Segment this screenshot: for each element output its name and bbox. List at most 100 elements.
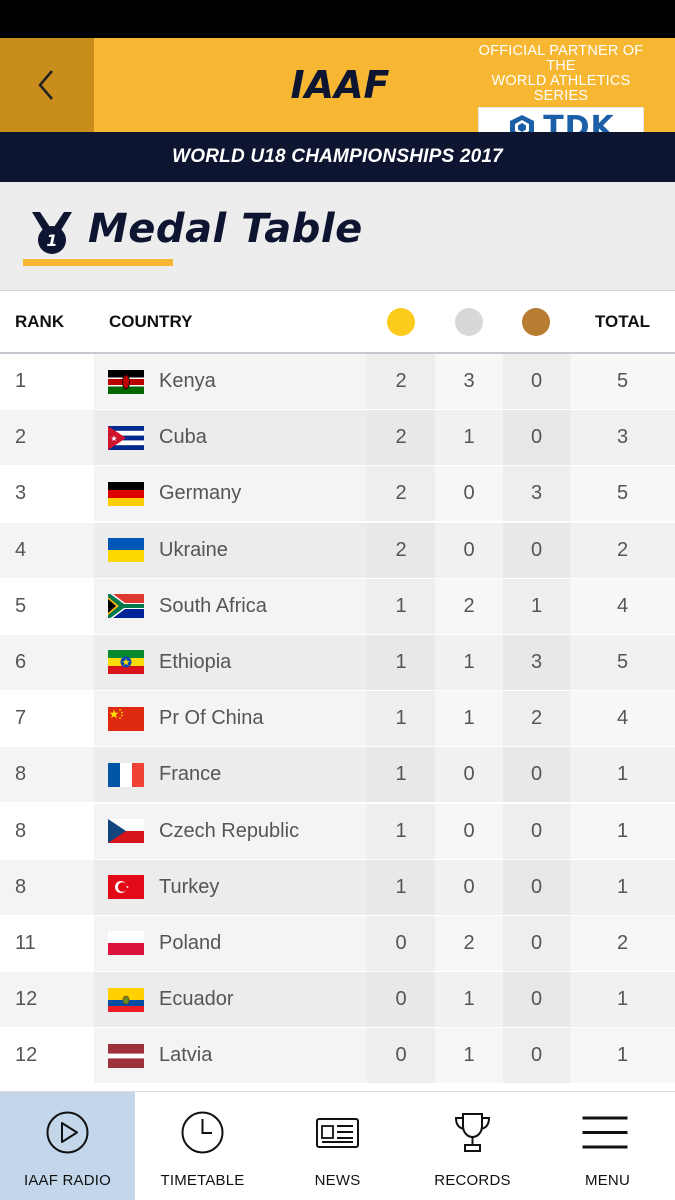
table-row[interactable]: 12 Latvia 0 1 0 1 [0, 1028, 675, 1084]
country-cell: Poland [94, 915, 367, 971]
table-row[interactable]: 8 Czech Republic 1 0 0 1 [0, 803, 675, 860]
nav-menu[interactable]: MENU [540, 1092, 675, 1200]
header-total: TOTAL [594, 312, 651, 331]
nav-label: IAAF RADIO [23, 1172, 111, 1189]
bronze-count: 0 [503, 915, 570, 971]
gold-count: 2 [367, 466, 435, 522]
table-row[interactable]: 5 South Africa 1 2 1 4 [0, 578, 675, 635]
rank-cell: 7 [0, 691, 94, 747]
partner-line-2: WORLD ATHLETICS SERIES [491, 73, 631, 104]
country-name: South Africa [159, 594, 267, 617]
silver-count: 1 [435, 1028, 503, 1084]
silver-medal-icon [455, 308, 483, 336]
nav-label: RECORDS [434, 1172, 511, 1189]
total-count: 2 [570, 915, 675, 971]
chevron-left-icon [38, 70, 53, 100]
country-name: Pr Of China [159, 707, 264, 730]
country-cell: Latvia [94, 1028, 367, 1084]
header-country: COUNTRY [109, 312, 193, 331]
country-cell: South Africa [94, 578, 367, 634]
svg-text:IAAF: IAAF [291, 63, 390, 107]
country-name: Czech Republic [159, 819, 300, 842]
rank-cell: 5 [0, 578, 94, 634]
china-flag [108, 706, 144, 731]
country-name: Ecuador [159, 988, 234, 1011]
rank-cell: 8 [0, 803, 94, 859]
silver-count: 0 [435, 522, 503, 578]
gold-count: 0 [367, 1028, 435, 1084]
country-cell: Cuba [94, 410, 367, 466]
gold-count: 1 [367, 803, 435, 859]
bronze-count: 2 [503, 691, 570, 747]
table-row[interactable]: 4 Ukraine 2 0 0 2 [0, 522, 675, 579]
country-name: France [159, 763, 222, 786]
total-count: 5 [570, 466, 675, 522]
latvia-flag [108, 1043, 144, 1068]
trophy-icon [454, 1113, 491, 1152]
country-name: Cuba [159, 426, 207, 449]
silver-count: 1 [435, 972, 503, 1028]
table-row[interactable]: 6 Ethiopia 1 1 3 5 [0, 634, 675, 691]
rank-cell: 11 [0, 915, 94, 971]
ukraine-flag [108, 538, 144, 563]
germany-flag [108, 481, 144, 506]
total-count: 1 [570, 859, 675, 915]
france-flag [108, 762, 144, 787]
country-name: Kenya [159, 370, 216, 392]
bronze-count: 0 [503, 803, 570, 859]
south-africa-flag [108, 594, 144, 619]
rank-cell: 12 [0, 972, 94, 1028]
nav-records[interactable]: RECORDS [405, 1092, 540, 1200]
gold-count: 0 [367, 915, 435, 971]
iaaf-logo: IAAF [291, 63, 390, 107]
bronze-count: 0 [503, 747, 570, 803]
kenya-flag [108, 369, 144, 394]
table-row[interactable]: 8 Turkey 1 0 0 1 [0, 859, 675, 916]
table-row[interactable]: 12 Ecuador 0 1 0 1 [0, 972, 675, 1028]
svg-text:1: 1 [46, 231, 57, 250]
total-count: 2 [570, 522, 675, 578]
back-button[interactable] [0, 38, 94, 132]
clock-icon [181, 1111, 224, 1154]
rank-cell: 6 [0, 634, 94, 690]
country-name: Poland [159, 931, 222, 954]
rank-cell: 8 [0, 859, 94, 915]
gold-count: 1 [367, 634, 435, 690]
bronze-count: 0 [503, 1028, 570, 1084]
nav-iaaf-radio[interactable]: IAAF RADIO [0, 1092, 135, 1200]
table-row[interactable]: 7 Pr Of China 1 1 2 4 [0, 691, 675, 747]
rank-cell: 3 [0, 466, 94, 522]
bronze-count: 1 [503, 578, 570, 634]
app-header: IAAF OFFICIAL PARTNER OF THE WORLD ATHLE… [0, 38, 675, 147]
total-count: 1 [570, 803, 675, 859]
event-banner: WORLD U18 CHAMPIONSHIPS 2017 [0, 132, 675, 182]
table-row[interactable]: 11 Poland 0 2 0 2 [0, 915, 675, 972]
bronze-medal-icon [522, 308, 550, 336]
table-row[interactable]: 3 Germany 2 0 3 5 [0, 466, 675, 522]
nav-news[interactable]: NEWS [270, 1092, 405, 1200]
bronze-count: 0 [503, 972, 570, 1028]
nav-timetable[interactable]: TIMETABLE [135, 1092, 270, 1200]
total-count: 5 [570, 354, 675, 409]
country-cell: Kenya [94, 354, 367, 409]
bronze-count: 3 [503, 466, 570, 522]
status-bar [0, 0, 675, 38]
rank-cell: 4 [0, 522, 94, 578]
nav-label: MENU [585, 1172, 630, 1189]
country-cell: Ethiopia [94, 634, 367, 690]
rank-cell: 8 [0, 747, 94, 803]
bronze-count: 0 [503, 522, 570, 578]
table-row[interactable]: 8 France 1 0 0 1 [0, 747, 675, 803]
country-cell: France [94, 747, 367, 803]
table-row[interactable]: 1 Kenya 2 3 0 5 [0, 354, 675, 410]
medal-table: 1 Kenya 2 3 0 5 2 Cuba 2 1 0 3 3 [0, 354, 675, 1091]
table-header: RANK COUNTRY TOTAL [0, 290, 675, 354]
page-title-area: 1 Medal Table [0, 182, 675, 290]
silver-count: 2 [435, 915, 503, 971]
table-row[interactable]: 2 Cuba 2 1 0 3 [0, 410, 675, 466]
country-name: Ethiopia [159, 650, 232, 673]
silver-count: 1 [435, 634, 503, 690]
silver-count: 0 [435, 803, 503, 859]
rank-cell: 2 [0, 410, 94, 466]
silver-count: 1 [435, 691, 503, 747]
